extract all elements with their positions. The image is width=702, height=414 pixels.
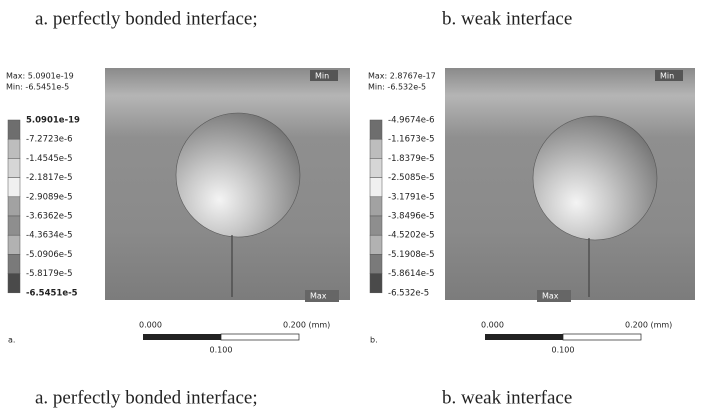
legend-swatch — [370, 216, 382, 235]
max-label: Max: 5.0901e-19 — [6, 72, 74, 81]
legend-label: -5.1908e-5 — [388, 250, 435, 260]
legend-label: -3.6362e-5 — [26, 212, 73, 222]
legend-swatch — [8, 139, 20, 158]
scale-end: 0.200 (mm) — [283, 321, 330, 330]
inclusion — [176, 113, 300, 237]
panel-letter: b. — [370, 336, 378, 345]
legend-label: -1.8379e-5 — [388, 154, 435, 164]
scale-bar-light — [563, 334, 641, 340]
legend-label: -1.4545e-5 — [26, 154, 73, 164]
legend-swatch — [8, 178, 20, 197]
legend-label: -2.9089e-5 — [26, 192, 73, 202]
scale-bar-dark — [143, 334, 221, 340]
legend-swatch — [370, 158, 382, 177]
max-label: Max: 2.8767e-17 — [368, 72, 436, 81]
legend-label: -2.1817e-5 — [26, 173, 73, 183]
legend-swatch — [8, 235, 20, 254]
scale-start: 0.000 — [139, 321, 162, 330]
legend-swatch — [8, 158, 20, 177]
min-label: Min: -6.5451e-5 — [6, 83, 69, 92]
figure: a. perfectly bonded interface; b. weak i… — [0, 0, 702, 414]
legend-swatch — [8, 254, 20, 273]
scale-mid: 0.100 — [210, 346, 233, 355]
legend-label: -1.1673e-5 — [388, 135, 435, 145]
legend-label: -5.8179e-5 — [26, 269, 73, 279]
legend-label: 5.0901e-19 — [26, 116, 80, 126]
legend-label: -4.9674e-6 — [388, 116, 435, 126]
legend-swatch — [8, 216, 20, 235]
caption-bottom: a. perfectly bonded interface; — [35, 387, 258, 408]
legend-swatch — [370, 139, 382, 158]
legend-swatch — [370, 254, 382, 273]
min-label: Min: -6.532e-5 — [368, 83, 426, 92]
max-tag: Max — [542, 292, 559, 301]
legend-label: -7.2723e-6 — [26, 135, 73, 145]
legend-label: -6.5451e-5 — [26, 288, 78, 298]
legend-swatch — [8, 120, 20, 139]
scale-end: 0.200 (mm) — [625, 321, 672, 330]
caption-top: a. perfectly bonded interface; — [35, 8, 258, 29]
legend-label: -4.3634e-5 — [26, 231, 73, 241]
legend-label: -5.0906e-5 — [26, 250, 73, 260]
legend-swatch — [370, 274, 382, 293]
legend-label: -3.1791e-5 — [388, 192, 435, 202]
legend-swatch — [370, 235, 382, 254]
max-tag: Max — [310, 292, 327, 301]
scale-bar-dark — [485, 334, 563, 340]
scale-mid: 0.100 — [552, 346, 575, 355]
inclusion — [533, 116, 657, 240]
legend-label: -3.8496e-5 — [388, 212, 435, 222]
legend-swatch — [8, 274, 20, 293]
min-tag: Min — [660, 72, 674, 81]
scale-bar-light — [221, 334, 299, 340]
panel-letter: a. — [8, 336, 15, 345]
caption-top: b. weak interface — [442, 8, 572, 29]
legend-swatch — [8, 197, 20, 216]
scale-start: 0.000 — [481, 321, 504, 330]
legend-swatch — [370, 120, 382, 139]
legend-label: -5.8614e-5 — [388, 269, 435, 279]
caption-bottom: b. weak interface — [442, 387, 572, 408]
legend-label: -4.5202e-5 — [388, 231, 435, 241]
legend-swatch — [370, 178, 382, 197]
legend-label: -6.532e-5 — [388, 288, 429, 298]
legend-swatch — [370, 197, 382, 216]
legend-label: -2.5085e-5 — [388, 173, 435, 183]
min-tag: Min — [315, 72, 329, 81]
